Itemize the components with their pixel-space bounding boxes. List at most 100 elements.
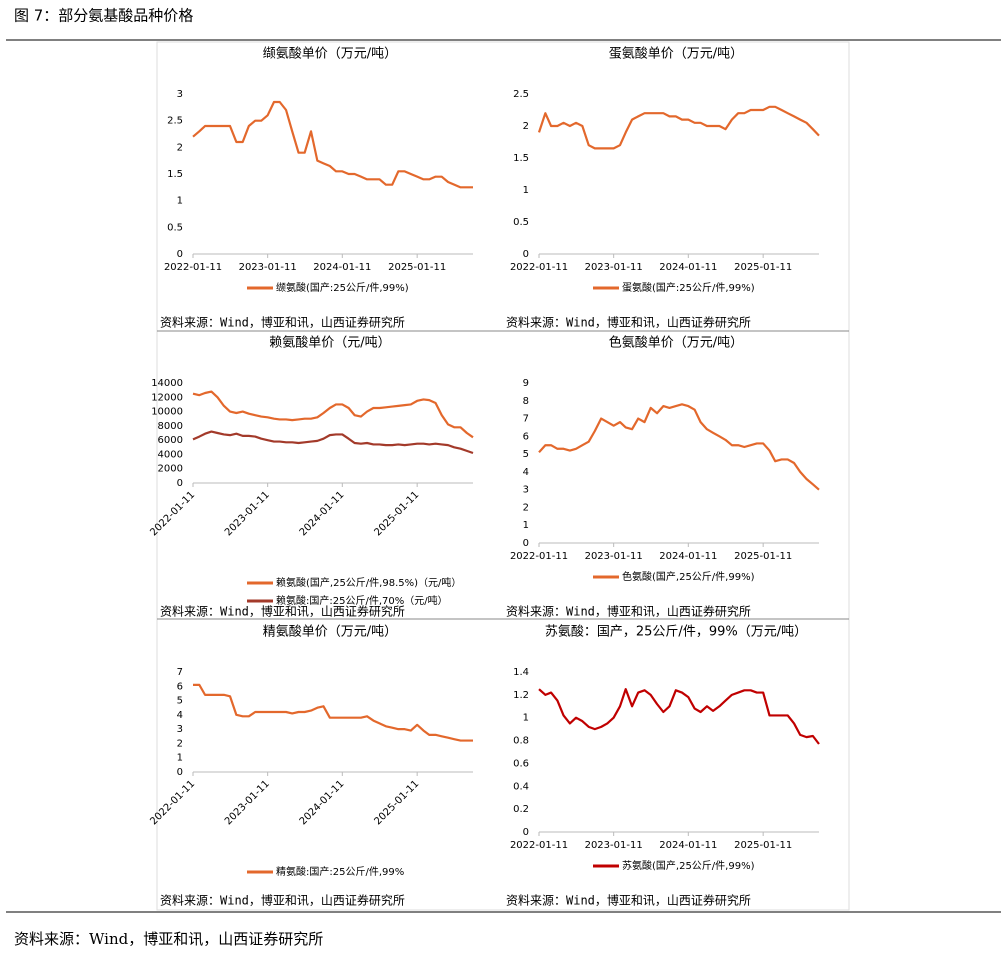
y-tick-label: 8 (523, 396, 529, 407)
x-tick-label: 2023-01-11 (223, 778, 272, 827)
y-tick-label: 7 (177, 667, 183, 678)
y-tick-label: 0.5 (513, 217, 529, 228)
y-tick-label: 0 (523, 538, 529, 549)
series-line (537, 105, 820, 150)
panel-source: 资料来源：Wind，博亚和讯，山西证券研究所 (160, 315, 405, 330)
x-tick-label: 2022-01-11 (510, 551, 568, 562)
series-line (192, 390, 474, 439)
legend-label: 精氨酸:国产:25公斤/件,99% (276, 865, 404, 878)
x-tick-label: 2022-01-11 (148, 778, 197, 827)
x-tick-label: 2024-01-11 (313, 262, 371, 273)
x-tick-label: 2022-01-11 (164, 262, 222, 273)
x-tick-label: 2024-01-11 (659, 840, 717, 851)
x-tick-label: 2022-01-11 (510, 262, 568, 273)
y-tick-label: 0.5 (167, 222, 183, 233)
panel-frame (156, 41, 850, 911)
chart-title: 色氨酸单价（万元/吨） (609, 335, 743, 351)
footer-source: 资料来源：Wind，博亚和讯，山西证券研究所 (14, 930, 323, 948)
y-tick-label: 14000 (151, 378, 183, 389)
y-tick-label: 1 (177, 196, 183, 207)
y-tick-label: 2 (177, 738, 183, 749)
x-tick-label: 2025-01-11 (734, 840, 792, 851)
y-tick-label: 3 (523, 485, 529, 496)
x-tick-label: 2025-01-11 (373, 489, 422, 538)
y-tick-label: 1.5 (513, 153, 529, 164)
y-tick-label: 1 (523, 520, 529, 531)
y-tick-label: 2 (177, 142, 183, 153)
chart-title: 缬氨酸单价（万元/吨） (263, 47, 397, 62)
panel-source: 资料来源：Wind，博亚和讯，山西证券研究所 (160, 604, 405, 619)
y-tick-label: 0.4 (513, 781, 529, 792)
x-tick-label: 2024-01-11 (298, 489, 347, 538)
x-tick-label: 2023-01-11 (223, 489, 272, 538)
y-tick-label: 6000 (158, 435, 183, 446)
y-tick-label: 0 (523, 827, 529, 838)
y-tick-label: 4 (523, 467, 529, 478)
y-tick-label: 1 (523, 713, 529, 724)
y-tick-label: 5 (177, 696, 183, 707)
series-line (193, 683, 473, 742)
x-tick-label: 2023-01-11 (585, 262, 643, 273)
figure-title: 图 7：部分氨基酸品种价格 (14, 7, 193, 25)
x-tick-label: 2023-01-11 (239, 262, 297, 273)
legend-label: 赖氨酸(国产,25公斤/件,98.5%)（元/吨） (276, 576, 461, 589)
y-tick-label: 2.5 (167, 116, 183, 127)
y-tick-label: 6 (177, 681, 183, 692)
x-tick-label: 2023-01-11 (585, 551, 643, 562)
chart-title: 苏氨酸：国产，25公斤/件，99%（万元/吨） (545, 624, 807, 640)
legend-label: 赖氨酸:国产:25公斤/件,70%（元/吨） (276, 594, 448, 607)
y-tick-label: 4 (177, 710, 183, 721)
chart-title: 赖氨酸单价（元/吨） (269, 336, 390, 351)
panel-source: 资料来源：Wind，博亚和讯，山西证券研究所 (506, 604, 751, 619)
legend-label: 缬氨酸(国产:25公斤/件,99%) (276, 281, 409, 294)
chart-title: 蛋氨酸单价（万元/吨） (609, 47, 743, 62)
y-tick-label: 0 (523, 249, 529, 260)
y-tick-label: 8000 (158, 421, 183, 432)
y-tick-label: 7 (523, 414, 529, 425)
y-tick-label: 0.2 (513, 804, 529, 815)
y-tick-label: 12000 (151, 392, 183, 403)
x-tick-label: 2022-01-11 (510, 840, 568, 851)
y-tick-label: 1.4 (513, 667, 529, 678)
legend-label: 苏氨酸(国产,25公斤/件,99%) (622, 859, 755, 872)
x-tick-label: 2023-01-11 (585, 840, 643, 851)
x-tick-label: 2025-01-11 (373, 778, 422, 827)
y-tick-label: 2000 (158, 464, 183, 475)
y-tick-label: 0 (177, 249, 183, 260)
x-tick-label: 2024-01-11 (298, 778, 347, 827)
panel-source: 资料来源：Wind，博亚和讯，山西证券研究所 (506, 893, 751, 908)
panel-source: 资料来源：Wind，博亚和讯，山西证券研究所 (506, 315, 751, 330)
x-tick-label: 2025-01-11 (388, 262, 446, 273)
y-tick-label: 1 (523, 185, 529, 196)
y-tick-label: 10000 (151, 407, 183, 418)
y-tick-label: 5 (523, 449, 529, 460)
y-tick-label: 1.5 (167, 169, 183, 180)
legend-label: 蛋氨酸(国产:25公斤/件,99%) (622, 281, 755, 294)
y-tick-label: 9 (523, 378, 529, 389)
x-tick-label: 2024-01-11 (659, 551, 717, 562)
series-line (192, 100, 473, 189)
y-tick-label: 3 (177, 724, 183, 735)
y-tick-label: 0.6 (513, 758, 529, 769)
y-tick-label: 2.5 (513, 89, 529, 100)
chart-title: 精氨酸单价（万元/吨） (263, 625, 397, 640)
y-tick-label: 1 (177, 753, 183, 764)
x-tick-label: 2025-01-11 (734, 551, 792, 562)
y-tick-label: 6 (523, 431, 529, 442)
y-tick-label: 0 (177, 478, 183, 489)
y-tick-label: 0 (177, 767, 183, 778)
x-tick-label: 2025-01-11 (734, 262, 792, 273)
x-tick-label: 2022-01-11 (148, 489, 197, 538)
series-line (538, 688, 820, 745)
series-line (538, 403, 820, 491)
panel-source: 资料来源：Wind，博亚和讯，山西证券研究所 (160, 893, 405, 908)
legend-label: 色氨酸(国产,25公斤/件,99%) (622, 570, 755, 583)
y-tick-label: 2 (523, 121, 529, 132)
x-tick-label: 2024-01-11 (659, 262, 717, 273)
y-tick-label: 1.2 (513, 690, 529, 701)
y-tick-label: 2 (523, 502, 529, 513)
series-line (192, 430, 474, 455)
y-tick-label: 3 (177, 89, 183, 100)
y-tick-label: 0.8 (513, 736, 529, 747)
